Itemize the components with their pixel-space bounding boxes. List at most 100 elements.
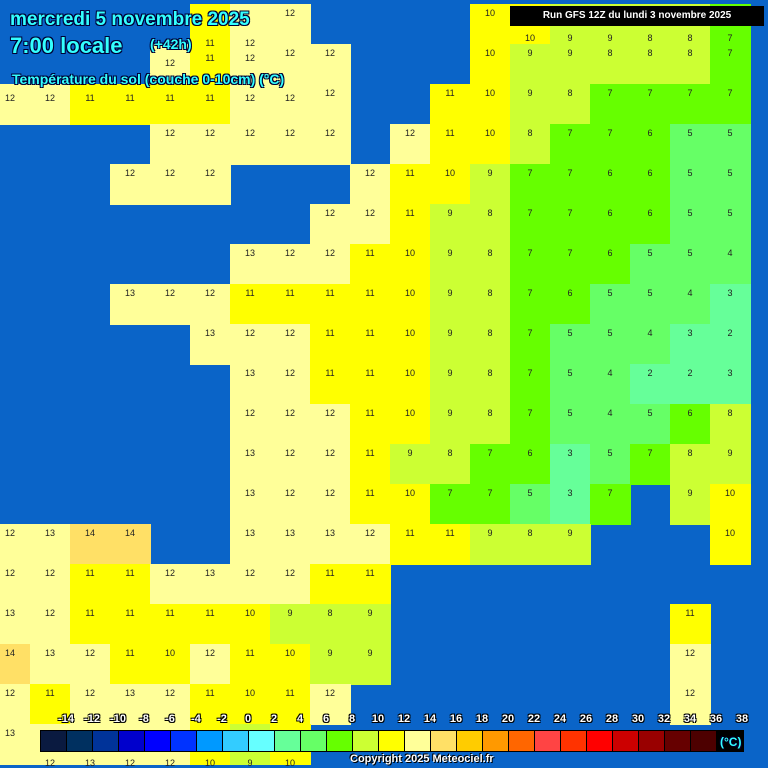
grid-value: 3 xyxy=(687,328,692,338)
grid-value: 12 xyxy=(165,688,175,698)
grid-value: 8 xyxy=(487,288,492,298)
grid-value: 11 xyxy=(365,408,374,418)
grid-value: 9 xyxy=(687,488,692,498)
land-cell xyxy=(270,324,311,365)
grid-value: 11 xyxy=(365,248,374,258)
legend-label: 12 xyxy=(397,713,411,725)
land-cell xyxy=(310,84,351,125)
grid-value: 12 xyxy=(205,288,215,298)
legend-label: -8 xyxy=(139,713,149,725)
land-cell xyxy=(390,164,431,205)
grid-value: 12 xyxy=(285,248,295,258)
grid-value: 7 xyxy=(527,368,532,378)
grid-value: 7 xyxy=(447,488,452,498)
land-cell xyxy=(350,364,391,405)
grid-value: 10 xyxy=(165,648,175,658)
legend-swatch xyxy=(431,731,457,751)
grid-value: 6 xyxy=(607,248,612,258)
land-cell xyxy=(350,644,391,685)
grid-value: 11 xyxy=(165,608,174,618)
legend-label: 0 xyxy=(244,713,252,725)
grid-value: 7 xyxy=(567,208,572,218)
grid-value: 8 xyxy=(527,528,532,538)
land-cell xyxy=(510,84,551,125)
legend-swatch xyxy=(457,731,483,751)
grid-value: 6 xyxy=(687,408,692,418)
legend-swatch xyxy=(405,731,431,751)
grid-value: 9 xyxy=(287,608,292,618)
grid-value: 11 xyxy=(245,648,254,658)
grid-value: 11 xyxy=(365,568,374,578)
land-cell xyxy=(230,284,271,325)
legend-label: -4 xyxy=(191,713,201,725)
land-cell xyxy=(590,164,631,205)
grid-value: 9 xyxy=(447,368,452,378)
land-cell xyxy=(310,324,351,365)
land-cell xyxy=(670,244,711,285)
grid-value: 12 xyxy=(5,568,15,578)
land-cell xyxy=(710,244,751,285)
legend-unit: (°C) xyxy=(720,735,742,749)
land-cell xyxy=(310,524,351,565)
land-cell xyxy=(310,444,351,485)
grid-value: 8 xyxy=(447,448,452,458)
land-cell xyxy=(230,604,271,645)
land-cell xyxy=(510,164,551,205)
grid-value: 7 xyxy=(727,88,732,98)
land-cell xyxy=(150,84,191,125)
grid-value: 12 xyxy=(45,758,55,768)
grid-value: 7 xyxy=(527,328,532,338)
grid-value: 11 xyxy=(325,328,334,338)
grid-value: 7 xyxy=(607,88,612,98)
grid-value: 12 xyxy=(685,648,695,658)
land-cell xyxy=(430,124,471,165)
forecast-time: 7:00 locale xyxy=(10,33,123,58)
grid-value: 11 xyxy=(365,368,374,378)
grid-value: 10 xyxy=(725,528,735,538)
forecast-date: mercredi 5 novembre 2025 xyxy=(10,9,250,30)
grid-value: 8 xyxy=(607,48,612,58)
land-cell xyxy=(0,724,31,765)
grid-value: 12 xyxy=(365,528,375,538)
land-cell xyxy=(710,164,751,205)
grid-value: 4 xyxy=(607,408,612,418)
land-cell xyxy=(470,364,511,405)
grid-value: 11 xyxy=(245,288,254,298)
grid-value: 12 xyxy=(325,128,335,138)
grid-value: 11 xyxy=(325,368,334,378)
grid-value: 12 xyxy=(405,128,415,138)
legend-swatch xyxy=(197,731,223,751)
grid-value: 12 xyxy=(245,93,255,103)
legend-label: 32 xyxy=(657,713,671,725)
legend-label: -10 xyxy=(110,713,126,725)
copyright: Copyright 2025 Meteociel.fr xyxy=(350,753,494,765)
land-cell xyxy=(550,244,591,285)
land-cell xyxy=(30,564,71,605)
land-cell xyxy=(110,604,151,645)
grid-value: 11 xyxy=(205,608,214,618)
grid-value: 6 xyxy=(647,128,652,138)
grid-value: 10 xyxy=(405,408,415,418)
land-cell xyxy=(430,204,471,245)
land-cell xyxy=(70,644,111,685)
land-cell xyxy=(350,484,391,525)
land-cell xyxy=(550,84,591,125)
grid-value: 12 xyxy=(285,448,295,458)
land-cell xyxy=(350,324,391,365)
grid-value: 11 xyxy=(285,288,294,298)
grid-value: 13 xyxy=(5,608,15,618)
legend-swatch xyxy=(717,731,743,751)
grid-value: 12 xyxy=(285,93,295,103)
land-cell xyxy=(30,684,71,725)
legend-swatch xyxy=(639,731,665,751)
grid-value: 10 xyxy=(525,33,535,43)
grid-value: 10 xyxy=(725,488,735,498)
land-cell xyxy=(510,204,551,245)
grid-value: 5 xyxy=(567,368,572,378)
legend-label: -14 xyxy=(58,713,74,725)
legend-label: 14 xyxy=(423,713,437,725)
grid-value: 10 xyxy=(405,488,415,498)
land-cell xyxy=(550,444,591,485)
land-cell xyxy=(390,524,431,565)
